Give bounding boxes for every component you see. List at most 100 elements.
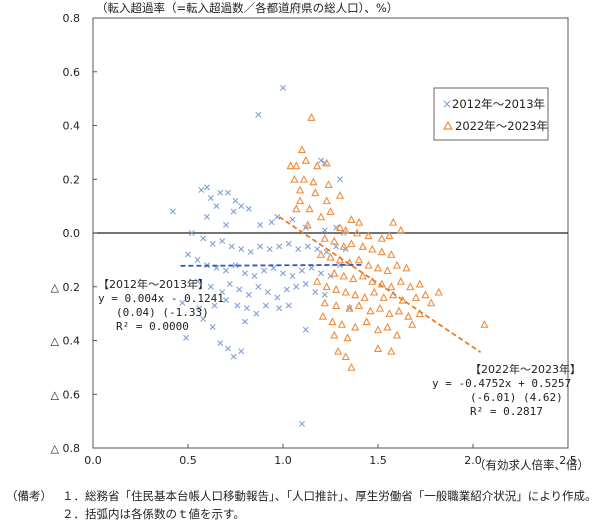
point-2022-2023 [292, 161, 301, 170]
point-2012-2013 [207, 283, 214, 290]
point-2022-2023 [398, 295, 407, 304]
point-2022-2023 [415, 279, 424, 288]
point-2012-2013 [226, 281, 233, 288]
legend-marker-x-icon: × [442, 97, 452, 111]
point-2022-2023 [354, 217, 364, 226]
point-2022-2023 [313, 276, 322, 285]
note-line-1: （備考） １．総務省「住民基本台帳人口移動報告」、「人口推計」、厚生労働省「一般職… [6, 488, 597, 504]
point-2012-2013 [179, 299, 186, 306]
note-label: （備考） [6, 489, 52, 503]
point-2022-2023 [396, 276, 405, 285]
point-2012-2013 [255, 111, 262, 118]
x-tick-label: 2.5 [559, 454, 577, 467]
point-2012-2013 [238, 203, 245, 210]
annotation-2012-equation: y = 0.004x - 0.1241 [98, 292, 224, 305]
point-2012-2013 [308, 264, 315, 271]
point-2022-2023 [366, 306, 375, 315]
point-2012-2013 [255, 283, 262, 290]
point-2012-2013 [257, 243, 264, 250]
point-2012-2013 [238, 246, 245, 253]
point-2012-2013 [196, 305, 203, 312]
point-2012-2013 [337, 176, 343, 183]
point-2022-2023 [360, 293, 369, 301]
point-2022-2023 [337, 319, 347, 328]
data-points [169, 84, 489, 427]
point-2022-2023 [318, 311, 328, 320]
point-2022-2023 [330, 236, 339, 245]
point-2022-2023 [385, 309, 394, 318]
point-2022-2023 [404, 311, 413, 320]
point-2022-2023 [303, 220, 312, 229]
point-2022-2023 [316, 212, 326, 221]
point-2012-2013 [230, 208, 237, 215]
point-2012-2013 [346, 305, 353, 312]
point-2012-2013 [223, 221, 229, 228]
point-2022-2023 [373, 325, 383, 334]
point-2022-2023 [408, 319, 417, 328]
point-2022-2023 [406, 282, 415, 291]
point-2012-2013 [299, 420, 305, 427]
point-2012-2013 [262, 302, 269, 309]
point-2022-2023 [330, 268, 339, 277]
point-2012-2013 [280, 84, 286, 91]
scatter-chart: （転入超過率（=転入超過数／各都道府県の総人口）、%） 0.8 0.6 0.4 0.2… [51, 1, 589, 472]
point-2012-2013 [234, 302, 241, 309]
point-2022-2023 [347, 215, 356, 223]
y-tick-label: △ 0.8 [51, 442, 80, 455]
point-2012-2013 [232, 262, 239, 269]
point-2022-2023 [301, 156, 310, 164]
point-2012-2013 [204, 184, 210, 191]
x-axis: 0.0 0.5 1.0 1.5 2.0 2.5 [84, 444, 577, 467]
point-2022-2023 [349, 274, 358, 283]
point-2012-2013 [274, 213, 281, 220]
point-2012-2013 [314, 246, 321, 253]
point-2022-2023 [411, 293, 421, 301]
point-2022-2023 [358, 271, 367, 280]
point-2012-2013 [321, 227, 328, 234]
point-2012-2013 [337, 262, 343, 269]
point-2012-2013 [276, 305, 283, 312]
point-2022-2023 [351, 290, 360, 299]
point-2022-2023 [322, 158, 331, 167]
fit-line-2022-2023 [278, 216, 482, 353]
point-2012-2013 [266, 246, 273, 253]
x-tick-label: 0.5 [179, 454, 197, 467]
point-2012-2013 [245, 291, 252, 298]
note-line-2: ２．括弧内は各係数のｔ値を示す。 [6, 506, 245, 522]
point-2022-2023 [362, 317, 371, 326]
point-2022-2023 [402, 263, 411, 272]
point-2012-2013 [289, 216, 296, 223]
point-2022-2023 [387, 250, 396, 258]
point-2022-2023 [295, 196, 305, 205]
point-2022-2023 [354, 255, 364, 264]
point-2012-2013 [261, 267, 267, 274]
point-2012-2013 [219, 289, 226, 296]
y-tick-label: △ 0.2 [51, 281, 80, 294]
point-2022-2023 [373, 263, 383, 272]
point-2022-2023 [286, 161, 295, 170]
point-2022-2023 [358, 242, 367, 250]
point-2022-2023 [299, 174, 309, 183]
point-2022-2023 [339, 242, 348, 250]
y-tick-label: 0.0 [63, 227, 81, 240]
point-2012-2013 [185, 251, 191, 258]
point-2012-2013 [243, 305, 250, 312]
fit-lines [180, 216, 482, 353]
point-2012-2013 [304, 243, 311, 250]
point-2012-2013 [285, 240, 292, 247]
point-2022-2023 [427, 298, 436, 307]
point-2022-2023 [421, 290, 430, 299]
point-2012-2013 [253, 310, 260, 317]
point-2022-2023 [347, 362, 356, 371]
point-2012-2013 [200, 235, 207, 242]
point-2022-2023 [351, 322, 360, 331]
point-2022-2023 [292, 204, 301, 213]
point-2022-2023 [396, 225, 405, 234]
point-2012-2013 [251, 273, 258, 279]
point-2012-2013 [228, 243, 235, 250]
point-2022-2023 [316, 250, 326, 258]
point-2022-2023 [387, 346, 396, 355]
y-tick-label: 0.4 [63, 120, 81, 133]
point-2012-2013 [204, 213, 210, 220]
point-2022-2023 [290, 174, 299, 183]
